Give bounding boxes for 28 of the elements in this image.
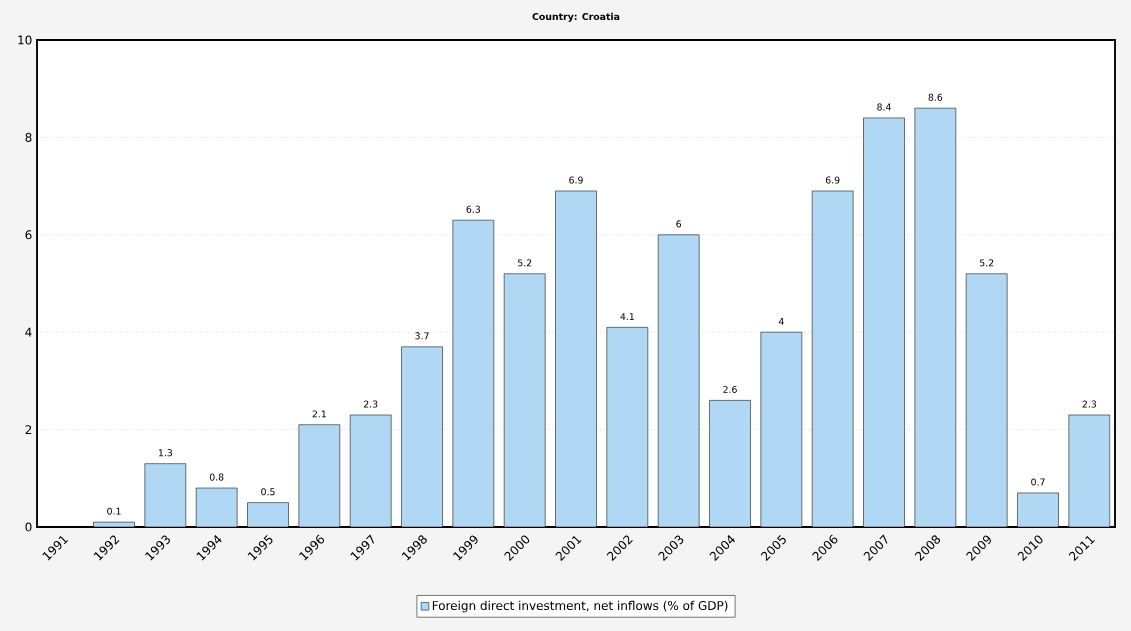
y-tick-label: 8 [25,132,32,142]
data-label: 6.9 [825,176,840,184]
y-tick-label: 10 [18,35,32,45]
data-label: 0.8 [209,473,224,481]
data-label: 0.5 [261,488,275,496]
y-tick-label: 2 [25,425,32,435]
y-tick-label: 4 [25,327,32,337]
chart-title: Country: Croatia [532,12,620,22]
data-label: 0.7 [1031,478,1045,486]
data-label: 6.3 [466,205,481,213]
y-tick-label: 0 [25,522,32,532]
data-label: 4 [778,318,784,325]
data-label: 6.9 [569,176,583,184]
data-label: 8.4 [877,103,891,111]
data-label: 2.3 [1082,400,1096,408]
data-label: 2.1 [312,410,326,418]
data-label: 8.6 [928,93,943,101]
data-label: 6 [676,220,682,228]
data-label: 5.2 [517,259,532,267]
data-label: 1.3 [158,449,173,457]
data-label: 0.1 [107,507,121,515]
data-label: 2.3 [363,400,378,408]
data-label: 4.1 [620,313,634,320]
data-label: 5.2 [979,259,994,267]
legend-label: Foreign direct investment, net inflows (% of GDP) [432,600,728,613]
data-label: 3.7 [415,332,429,340]
data-label: 2.6 [723,385,737,393]
y-tick-label: 6 [25,230,32,240]
